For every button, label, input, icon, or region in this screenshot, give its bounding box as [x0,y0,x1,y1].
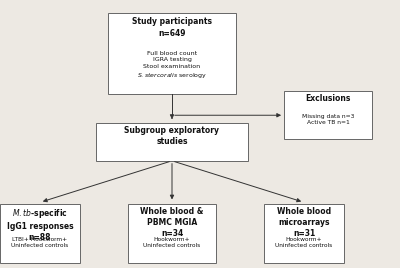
Text: Exclusions: Exclusions [305,94,351,103]
Text: LTBI+ Hookworm+
Uninfected controls: LTBI+ Hookworm+ Uninfected controls [11,237,69,248]
Text: Whole blood &
PBMC MGIA
n=34: Whole blood & PBMC MGIA n=34 [140,207,204,238]
Text: Study participants
n=649: Study participants n=649 [132,17,212,38]
Text: Full blood count
IGRA testing
Stool examination
$S. stercoralis$ serology: Full blood count IGRA testing Stool exam… [137,51,207,80]
Text: Hookworm+
Uninfected controls: Hookworm+ Uninfected controls [275,237,333,248]
FancyBboxPatch shape [284,91,372,139]
Text: $M.tb$-specific
IgG1 responses
n=88: $M.tb$-specific IgG1 responses n=88 [7,207,73,242]
FancyBboxPatch shape [128,204,216,263]
Text: Whole blood
microarrays
n=31: Whole blood microarrays n=31 [277,207,331,238]
FancyBboxPatch shape [108,13,236,94]
Text: Hookworm+
Uninfected controls: Hookworm+ Uninfected controls [143,237,201,248]
Text: Subgroup exploratory
studies: Subgroup exploratory studies [124,126,220,146]
FancyBboxPatch shape [96,123,248,161]
FancyBboxPatch shape [264,204,344,263]
FancyBboxPatch shape [0,204,80,263]
Text: Missing data n=3
Active TB n=1: Missing data n=3 Active TB n=1 [302,114,354,125]
